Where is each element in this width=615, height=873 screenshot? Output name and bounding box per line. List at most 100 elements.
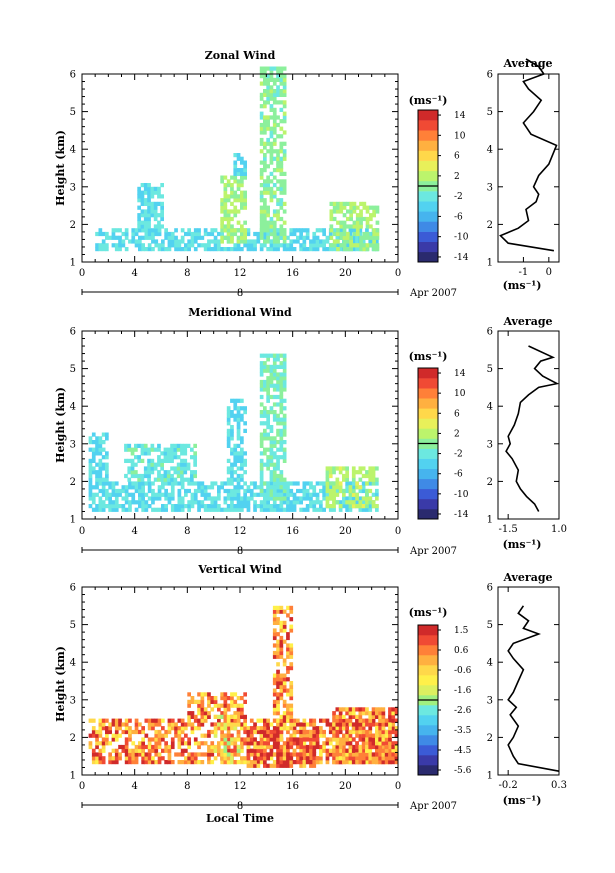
heatmap-cell (233, 488, 238, 494)
heatmap-cell (263, 383, 267, 388)
heatmap-cell (240, 507, 244, 512)
heatmap-cell (296, 500, 300, 505)
heatmap-cell (355, 500, 359, 505)
heatmap-cell (98, 756, 103, 761)
heatmap-cell (157, 756, 162, 761)
heatmap-cell (233, 504, 238, 509)
heatmap-cell (263, 752, 267, 757)
heatmap-cell (121, 488, 126, 494)
heatmap-cell (160, 183, 164, 188)
heatmap-cell (394, 741, 399, 746)
colorbar-segment (418, 150, 438, 161)
heatmap-cell (243, 462, 247, 467)
heatmap-cell (352, 243, 357, 248)
heatmap-cell (365, 722, 369, 727)
heatmap-cell (230, 703, 234, 708)
heatmap-cell (95, 485, 99, 490)
heatmap-cell (375, 507, 379, 512)
heatmap-cell (160, 477, 164, 482)
heatmap-cell (259, 760, 264, 765)
colorbar-label: 2 (454, 429, 460, 439)
heatmap-cell (193, 481, 198, 486)
heatmap-cell (236, 477, 241, 482)
heatmap-cell (174, 504, 178, 509)
heatmap-cell (279, 684, 284, 689)
heatmap-cell (358, 466, 363, 471)
heatmap-cell (279, 353, 284, 358)
heatmap-cell (282, 722, 287, 727)
heatmap-cell (141, 748, 145, 753)
heatmap-cell (253, 504, 257, 509)
heatmap-cell (180, 737, 185, 742)
heatmap-cell (269, 70, 274, 75)
heatmap-cell (207, 752, 211, 757)
heatmap-cell (167, 726, 172, 731)
heatmap-cell (335, 714, 340, 719)
heatmap-cell (203, 496, 208, 501)
heatmap-cell (351, 239, 356, 244)
heatmap-cell (266, 504, 270, 509)
heatmap-cell (249, 748, 254, 753)
heatmap-cell (351, 744, 356, 750)
heatmap-cell (309, 718, 313, 723)
heatmap-cell (105, 504, 109, 509)
heatmap-cell (269, 216, 274, 222)
heatmap-cell (243, 741, 247, 746)
heatmap-cell (187, 228, 191, 233)
heatmap-cell (233, 175, 238, 180)
heatmap-cell (233, 179, 238, 184)
heatmap-cell (111, 485, 116, 490)
heatmap-cell (220, 760, 224, 765)
heatmap-cell (236, 247, 241, 252)
heatmap-cell (259, 96, 264, 101)
heatmap-cell (391, 752, 396, 757)
heatmap-cell (266, 190, 270, 195)
heatmap-cell (355, 496, 359, 501)
heatmap-cell (236, 507, 241, 512)
heatmap-cell (272, 194, 277, 199)
heatmap-cell (365, 235, 370, 240)
y-tick-label: 4 (70, 658, 76, 669)
heatmap-cell (312, 763, 317, 768)
heatmap-cell (95, 744, 99, 750)
colorbar-segment (418, 508, 438, 520)
heatmap-cell (259, 733, 264, 738)
heatmap-cell (276, 466, 280, 471)
avg-frame (497, 586, 560, 776)
heatmap-cell (276, 681, 280, 686)
heatmap-cell (282, 488, 287, 494)
heatmap-cell (325, 756, 330, 761)
heatmap-cell (138, 235, 142, 240)
heatmap-cell (299, 235, 303, 240)
heatmap-cell (240, 756, 244, 761)
heatmap-cell (351, 470, 356, 475)
heatmap-cell (95, 470, 99, 475)
heatmap-cell (140, 201, 145, 206)
y-tick-label: 5 (70, 107, 76, 118)
heatmap-cell (161, 504, 165, 509)
heatmap-cell (243, 458, 247, 463)
heatmap-cell (269, 481, 274, 486)
heatmap-cell (272, 130, 277, 135)
heatmap-cell (276, 669, 280, 674)
heatmap-cell (282, 179, 287, 184)
heatmap-cell (388, 711, 392, 716)
heatmap-cell (114, 492, 119, 497)
heatmap-cell (319, 748, 323, 753)
heatmap-cell (368, 733, 373, 738)
heatmap-cell (282, 66, 287, 71)
heatmap-cell (338, 707, 343, 712)
heatmap-cell (147, 496, 152, 501)
heatmap-cell (114, 729, 119, 735)
heatmap-cell (160, 194, 164, 199)
heatmap-cell (246, 247, 251, 252)
heatmap-cell (147, 458, 151, 463)
heatmap-cell (365, 748, 369, 753)
heatmap-cell (322, 239, 326, 244)
heatmap-cell (240, 737, 244, 742)
heatmap-cell (154, 760, 159, 765)
colorbar-segment (418, 675, 438, 686)
heatmap-cell (272, 156, 277, 161)
heatmap-cell (253, 752, 257, 757)
heatmap-cell (361, 733, 366, 738)
